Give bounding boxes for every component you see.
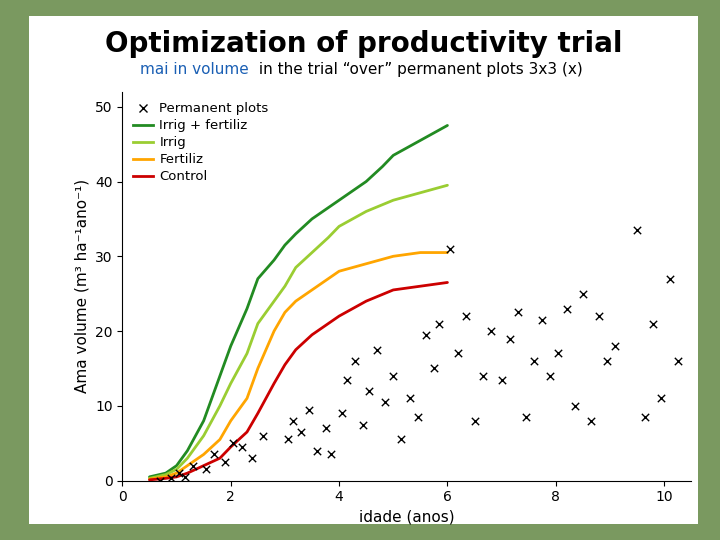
Point — [664, 274, 675, 283]
Point — [312, 447, 323, 455]
Point — [155, 476, 166, 485]
Point — [601, 356, 613, 365]
Point — [187, 461, 199, 470]
Point — [220, 457, 231, 466]
Point — [228, 439, 239, 448]
Point — [258, 431, 269, 440]
Point — [577, 289, 589, 298]
Point — [420, 330, 431, 339]
Point — [350, 356, 361, 365]
Point — [536, 315, 548, 324]
Point — [452, 349, 464, 358]
Point — [201, 465, 212, 474]
Point — [477, 372, 488, 380]
Point — [363, 387, 374, 395]
Point — [639, 413, 651, 421]
Point — [179, 472, 191, 481]
Point — [553, 349, 564, 358]
Text: in the trial “over” permanent plots 3x3 (x): in the trial “over” permanent plots 3x3 … — [254, 62, 583, 77]
Point — [585, 416, 597, 425]
Point — [593, 312, 605, 320]
Point — [174, 469, 185, 477]
Point — [544, 372, 556, 380]
Point — [433, 319, 445, 328]
Point — [295, 428, 307, 436]
Point — [521, 413, 532, 421]
Point — [304, 405, 315, 414]
Point — [387, 372, 399, 380]
Point — [610, 342, 621, 350]
Point — [496, 375, 508, 384]
Point — [469, 416, 480, 425]
Point — [412, 413, 423, 421]
Point — [404, 394, 415, 403]
Point — [444, 245, 456, 253]
Point — [569, 402, 580, 410]
Point — [561, 305, 572, 313]
Point — [485, 327, 497, 335]
Point — [325, 450, 337, 459]
Y-axis label: Ama volume (m³ ha⁻¹ano⁻¹): Ama volume (m³ ha⁻¹ano⁻¹) — [74, 179, 89, 393]
Point — [656, 394, 667, 403]
Point — [358, 420, 369, 429]
Point — [372, 346, 383, 354]
Point — [461, 312, 472, 320]
Point — [631, 226, 643, 234]
Point — [320, 424, 331, 433]
Point — [672, 356, 683, 365]
Point — [341, 375, 353, 384]
Point — [166, 474, 177, 483]
Point — [379, 398, 391, 407]
Point — [647, 319, 659, 328]
Text: Optimization of productivity trial: Optimization of productivity trial — [105, 30, 622, 58]
Legend: Permanent plots, Irrig + fertiliz, Irrig, Fertiliz, Control: Permanent plots, Irrig + fertiliz, Irrig… — [129, 98, 273, 187]
Point — [236, 443, 248, 451]
Point — [504, 334, 516, 343]
Point — [512, 308, 523, 316]
Point — [528, 356, 540, 365]
Point — [395, 435, 407, 444]
Point — [336, 409, 348, 417]
Point — [282, 435, 293, 444]
Point — [428, 364, 440, 373]
Point — [247, 454, 258, 462]
Text: mai in volume: mai in volume — [140, 62, 249, 77]
Point — [209, 450, 220, 459]
X-axis label: idade (anos): idade (anos) — [359, 510, 454, 525]
Point — [287, 416, 299, 425]
